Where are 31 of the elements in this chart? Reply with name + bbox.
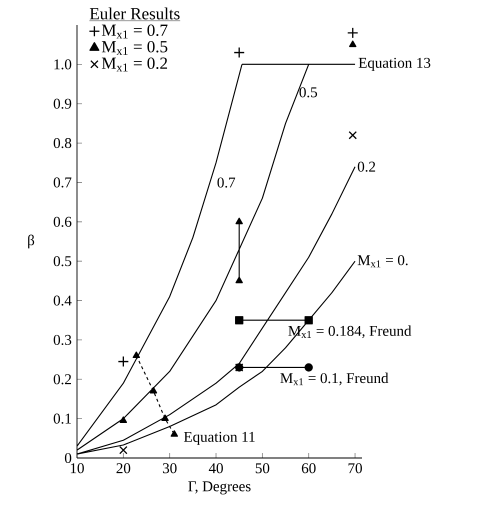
- x-axis-title: Γ, Degrees: [188, 481, 251, 494]
- y-axis-title: β: [28, 234, 34, 248]
- y-tick-label: 0.5: [54, 256, 72, 266]
- annotation: 0.2: [358, 162, 376, 172]
- y-tick-label: 0.8: [54, 138, 72, 148]
- legend-label: M$_{x1}$ = 0.2: [102, 57, 168, 72]
- annotation: 0.5: [300, 87, 318, 98]
- x-tick-label: 40: [208, 463, 223, 474]
- y-tick-label: 0.4: [54, 295, 72, 306]
- x-tick-label: 70: [348, 463, 362, 474]
- annotation: M$_{x1}$ = 0.: [358, 255, 408, 268]
- y-tick-label: 0.3: [54, 334, 72, 345]
- x-tick-label: 50: [256, 463, 270, 474]
- x-tick-label: 20: [116, 463, 130, 474]
- legend-label: M$_{x1}$ = 0.5: [102, 40, 168, 55]
- annotation: 0.7: [217, 177, 236, 188]
- legend-label: M$_{x1}$ = 0.7: [102, 24, 168, 38]
- annotation: Equation 11: [184, 432, 255, 445]
- x-tick-label: 10: [70, 463, 84, 474]
- x-tick-label: 30: [162, 463, 177, 474]
- annotation: Equation 13: [358, 58, 430, 71]
- y-tick-label: 1.0: [54, 59, 72, 70]
- y-tick-label: 0.1: [54, 414, 71, 424]
- x-tick-label: 60: [302, 463, 316, 474]
- annotation: M$_{x1}$ = 0.1, Freund: [280, 372, 388, 386]
- y-tick-label: 0.9: [54, 98, 72, 109]
- y-tick-label: 0.7: [54, 177, 72, 188]
- y-tick-label: 0.6: [54, 216, 72, 227]
- y-tick-label: 0: [64, 452, 72, 464]
- legend-title: Euler Results: [90, 8, 180, 20]
- y-tick-label: 0.2: [54, 374, 71, 384]
